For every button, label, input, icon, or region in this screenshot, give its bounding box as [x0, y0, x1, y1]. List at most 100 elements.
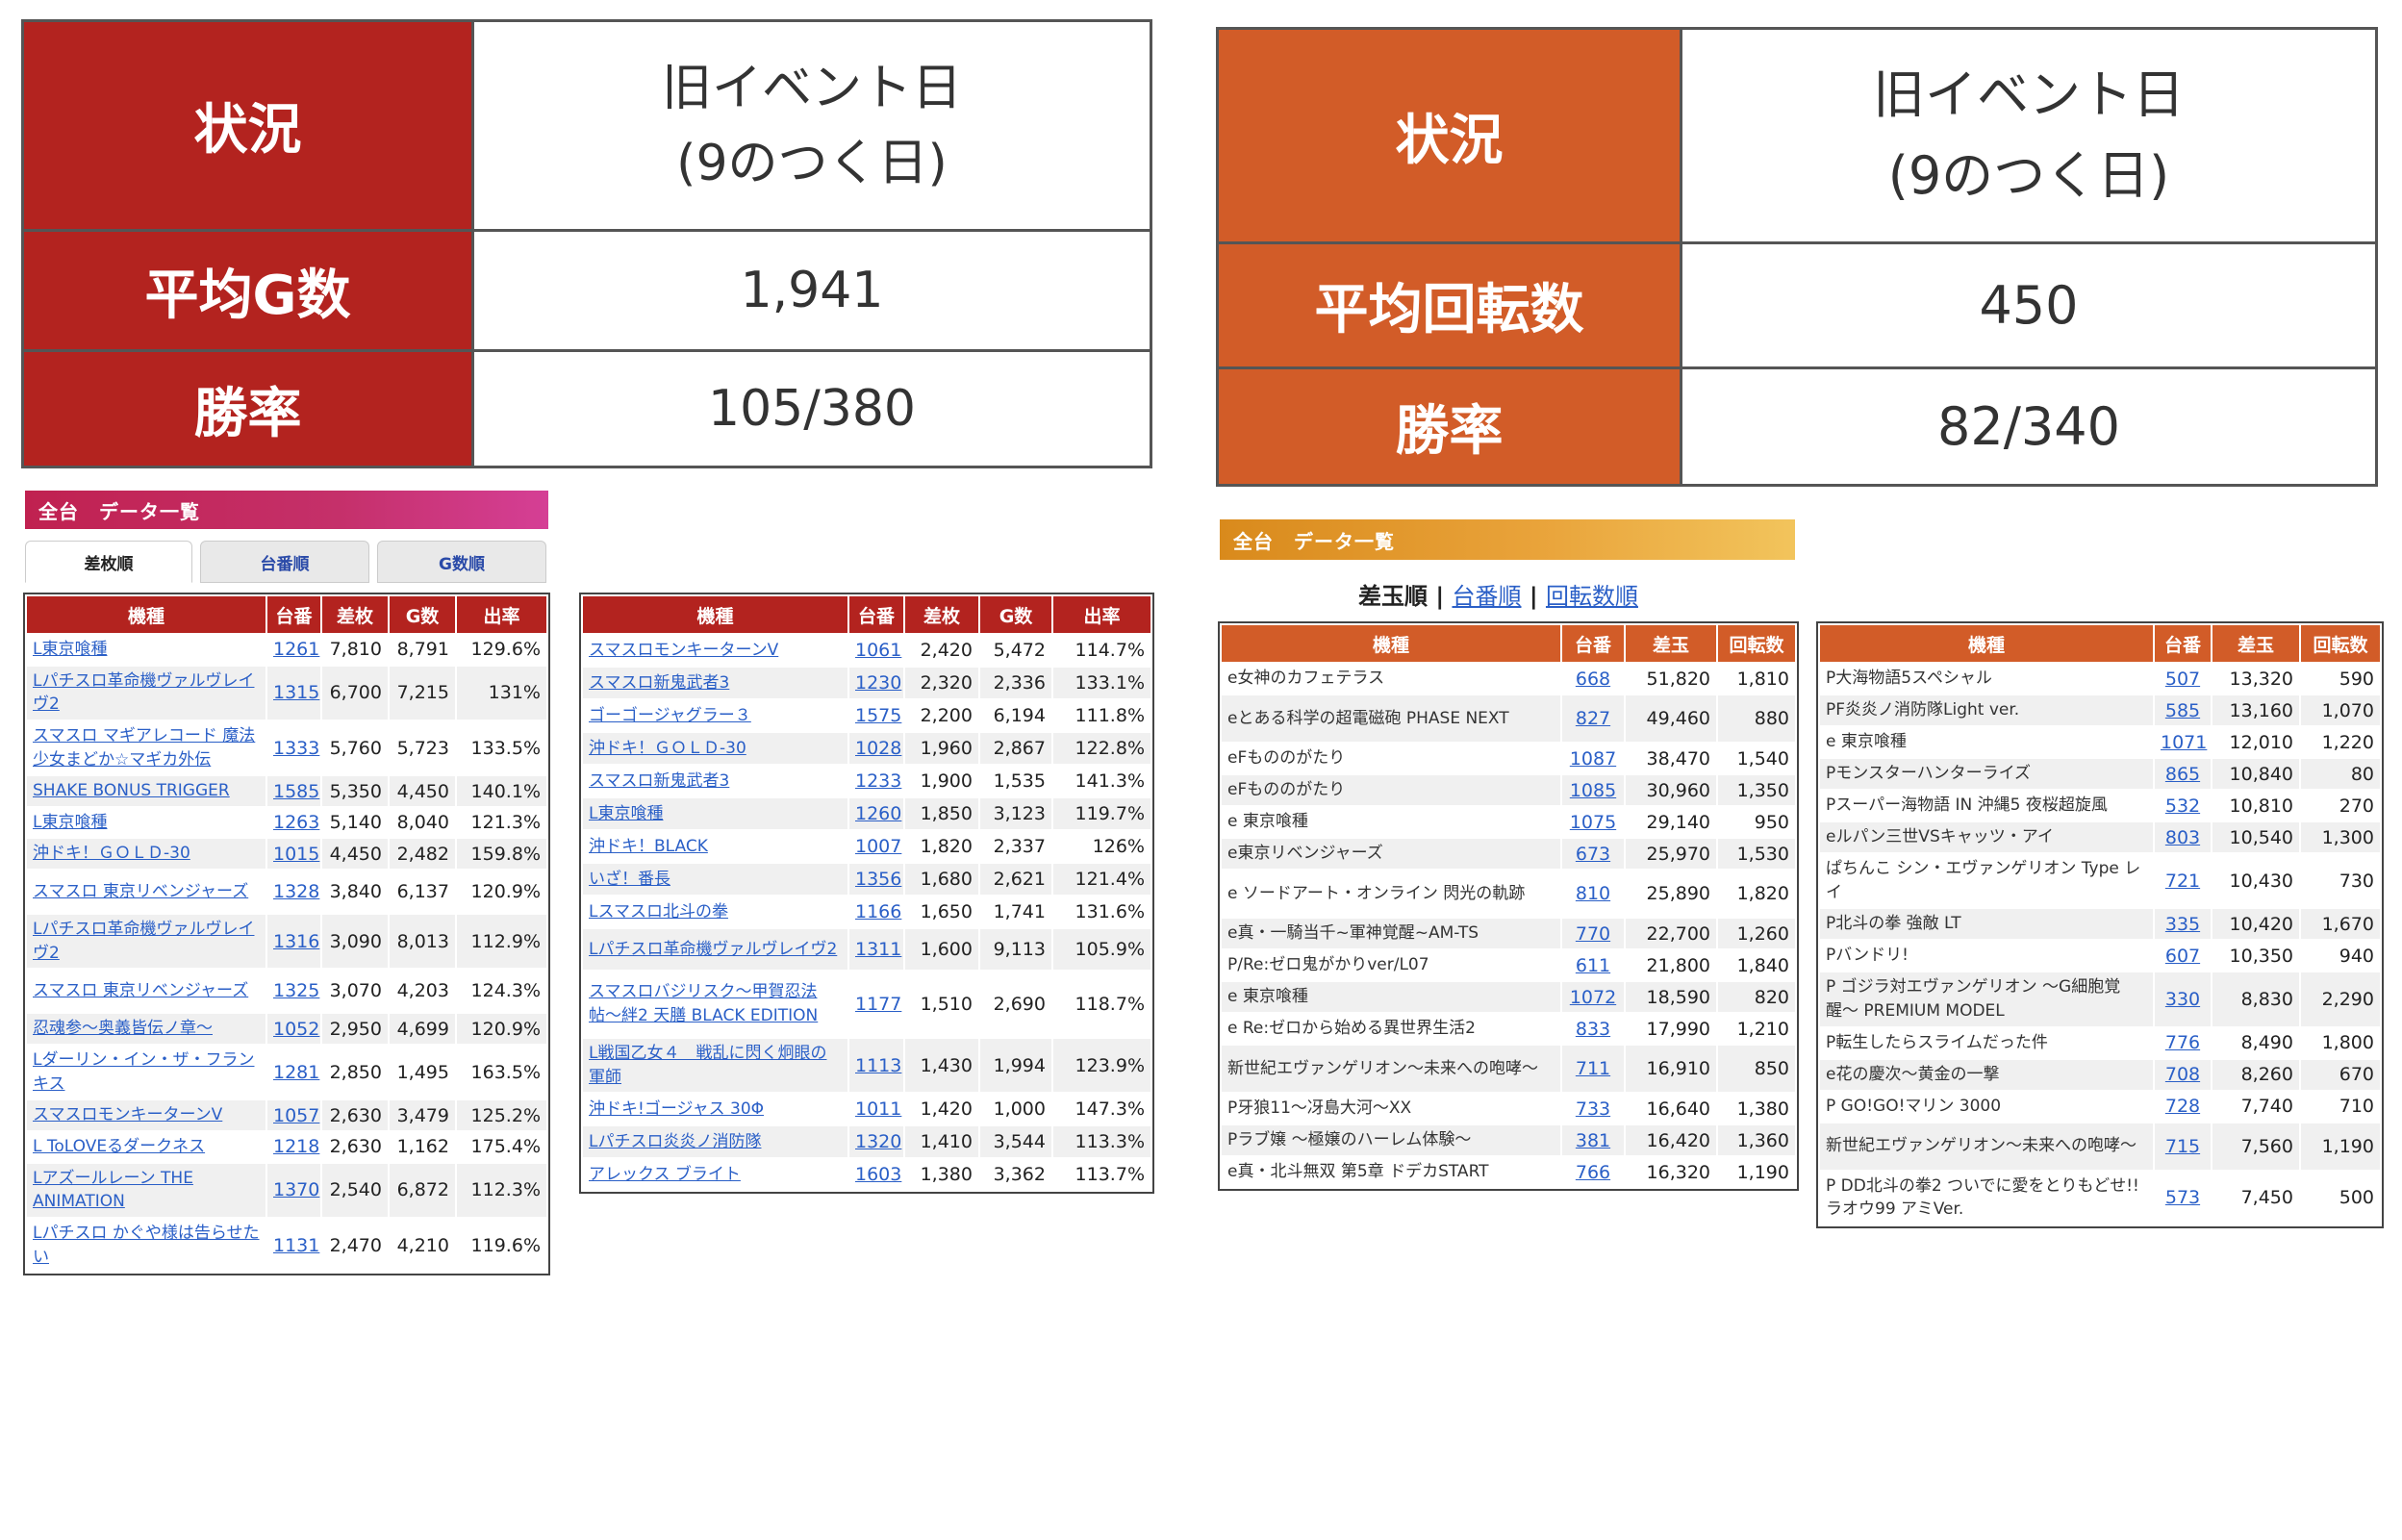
machine-number-link[interactable]: 1011	[847, 1092, 905, 1127]
machine-name[interactable]: SHAKE BONUS TRIGGER	[25, 774, 267, 808]
machine-number-link[interactable]: 770	[1560, 917, 1626, 950]
machine-number-link[interactable]: 1311	[847, 927, 905, 972]
machine-number-link[interactable]: 330	[2153, 971, 2212, 1028]
machine-number-link[interactable]: 1072	[1560, 980, 1626, 1014]
machine-number-link[interactable]: 1320	[847, 1124, 905, 1160]
value-cell: 16,910	[1624, 1044, 1718, 1094]
machine-number-link[interactable]: 708	[2153, 1057, 2212, 1092]
machine-name[interactable]: スマスロ 東京リベンジャーズ	[25, 968, 267, 1015]
machine-number-link[interactable]: 1260	[847, 796, 905, 831]
machine-name[interactable]: 沖ドキ!ゴージャス 30Φ	[581, 1092, 849, 1127]
machine-number-link[interactable]: 1061	[847, 633, 905, 668]
machine-number-link[interactable]: 381	[1560, 1123, 1626, 1157]
machine-number-link[interactable]: 1085	[1560, 773, 1626, 807]
machine-number-link[interactable]: 1328	[265, 869, 322, 916]
column-header: 差玉	[2211, 623, 2301, 664]
machine-number-link[interactable]: 1370	[265, 1161, 322, 1219]
machine-number-link[interactable]: 715	[2153, 1121, 2212, 1172]
machine-number-link[interactable]: 1052	[265, 1012, 322, 1047]
machine-name[interactable]: L東京喰種	[25, 805, 267, 840]
machine-number-link[interactable]: 865	[2153, 757, 2212, 791]
machine-name[interactable]: L東京喰種	[25, 633, 267, 667]
machine-number-link[interactable]: 532	[2153, 789, 2212, 822]
machine-name[interactable]: L戦国乙女４ 戦乱に閃く炯眼の軍師	[581, 1036, 849, 1095]
machine-name[interactable]: Lダーリン・イン・ザ・フランキス	[25, 1044, 267, 1101]
machine-number-link[interactable]: 1263	[265, 805, 322, 840]
machine-number-link[interactable]: 668	[1560, 662, 1626, 695]
machine-name[interactable]: スマスロ マギアレコード 魔法少女まどか☆マギカ外伝	[25, 719, 267, 777]
machine-number-link[interactable]: 1166	[847, 895, 905, 929]
machine-number-link[interactable]: 1333	[265, 719, 322, 777]
machine-number-link[interactable]: 1007	[847, 829, 905, 864]
machine-name[interactable]: いざ！番長	[581, 862, 849, 896]
machine-number-link[interactable]: 611	[1560, 948, 1626, 982]
machine-number-link[interactable]: 711	[1560, 1044, 1626, 1094]
machine-number-link[interactable]: 1177	[847, 970, 905, 1039]
sort-by-spins-link[interactable]: 回転数順	[1545, 583, 1638, 610]
machine-number-link[interactable]: 335	[2153, 907, 2212, 942]
machine-number-link[interactable]: 733	[1560, 1092, 1626, 1125]
machine-name[interactable]: Lパチスロ かぐや様は告らせたい	[25, 1216, 267, 1275]
machine-number-link[interactable]: 1087	[1560, 742, 1626, 775]
machine-name[interactable]: Lパチスロ革命機ヴァルヴレイヴ2	[25, 913, 267, 971]
machine-name[interactable]: ゴーゴージャグラー３	[581, 698, 849, 733]
tab-sort-number[interactable]: 台番順	[200, 541, 369, 583]
machine-number-link[interactable]: 1315	[265, 664, 322, 721]
machine-number-link[interactable]: 1075	[1560, 805, 1626, 839]
machine-name[interactable]: Lパチスロ革命機ヴァルヴレイヴ2	[25, 664, 267, 721]
machine-number-link[interactable]: 1356	[847, 862, 905, 896]
machine-name[interactable]: 沖ドキ！ＧＯＬＤ-30	[581, 731, 849, 766]
machine-number-link[interactable]: 1071	[2153, 725, 2212, 759]
machine-number-link[interactable]: 827	[1560, 694, 1626, 744]
machine-name: e 東京喰種	[1818, 725, 2155, 759]
machine-name[interactable]: 忍魂参〜奥義皆伝ノ章〜	[25, 1012, 267, 1047]
machine-number-link[interactable]: 1015	[265, 837, 322, 871]
machine-name[interactable]: Lパチスロ革命機ヴァルヴレイヴ2	[581, 927, 849, 972]
machine-name[interactable]: L ToLOVEるダークネス	[25, 1129, 267, 1164]
machine-number-link[interactable]: 1261	[265, 633, 322, 667]
machine-name[interactable]: Lパチスロ炎炎ノ消防隊	[581, 1124, 849, 1160]
machine-name[interactable]: Lアズールレーン THE ANIMATION	[25, 1161, 267, 1219]
machine-number-link[interactable]: 721	[2153, 851, 2212, 910]
machine-name[interactable]: 沖ドキ！ＧＯＬＤ-30	[25, 837, 267, 871]
machine-number-link[interactable]: 1218	[265, 1129, 322, 1164]
machine-name[interactable]: 沖ドキ！BLACK	[581, 829, 849, 864]
machine-number-link[interactable]: 1316	[265, 913, 322, 971]
machine-number-link[interactable]: 607	[2153, 939, 2212, 973]
machine-name[interactable]: スマスロ 東京リベンジャーズ	[25, 869, 267, 916]
machine-number-link[interactable]: 573	[2153, 1169, 2212, 1226]
machine-number-link[interactable]: 833	[1560, 1012, 1626, 1046]
machine-name[interactable]: スマスロモンキーターンV	[581, 633, 849, 668]
machine-name[interactable]: スマスロ新鬼武者3	[581, 764, 849, 798]
machine-number-link[interactable]: 1230	[847, 666, 905, 700]
machine-number-link[interactable]: 1113	[847, 1036, 905, 1095]
sort-by-number-link[interactable]: 台番順	[1452, 583, 1522, 610]
machine-name[interactable]: アレックス ブライト	[581, 1157, 849, 1193]
machine-name[interactable]: スマスロバジリスク〜甲賀忍法帖〜絆2 天膳 BLACK EDITION	[581, 970, 849, 1039]
value-cell: 119.6%	[455, 1216, 548, 1275]
tab-sort-games[interactable]: G数順	[377, 541, 546, 583]
machine-number-link[interactable]: 507	[2153, 662, 2212, 695]
machine-name[interactable]: Lスマスロ北斗の拳	[581, 895, 849, 929]
machine-name[interactable]: スマスロモンキーターンV	[25, 1098, 267, 1132]
machine-number-link[interactable]: 766	[1560, 1155, 1626, 1189]
machine-number-link[interactable]: 1057	[265, 1098, 322, 1132]
machine-number-link[interactable]: 728	[2153, 1089, 2212, 1123]
machine-name[interactable]: スマスロ新鬼武者3	[581, 666, 849, 700]
machine-name[interactable]: L東京喰種	[581, 796, 849, 831]
machine-number-link[interactable]: 1575	[847, 698, 905, 733]
machine-number-link[interactable]: 776	[2153, 1025, 2212, 1060]
machine-number-link[interactable]: 803	[2153, 820, 2212, 854]
machine-number-link[interactable]: 1325	[265, 968, 322, 1015]
machine-number-link[interactable]: 1281	[265, 1044, 322, 1101]
value-cell: 25,890	[1624, 869, 1718, 919]
tab-sort-diff[interactable]: 差枚順	[25, 541, 192, 583]
machine-number-link[interactable]: 1603	[847, 1157, 905, 1193]
machine-number-link[interactable]: 1585	[265, 774, 322, 808]
machine-number-link[interactable]: 585	[2153, 694, 2212, 727]
machine-number-link[interactable]: 1028	[847, 731, 905, 766]
machine-number-link[interactable]: 810	[1560, 869, 1626, 919]
machine-number-link[interactable]: 1131	[265, 1216, 322, 1275]
machine-number-link[interactable]: 1233	[847, 764, 905, 798]
machine-number-link[interactable]: 673	[1560, 837, 1626, 871]
